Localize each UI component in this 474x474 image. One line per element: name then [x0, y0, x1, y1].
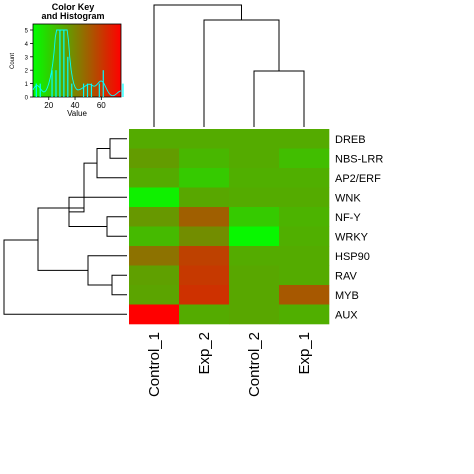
- color-key-xtick-label: 40: [71, 101, 80, 110]
- histogram-density: [32, 29, 122, 97]
- heatmap-cell: [179, 246, 230, 266]
- column-label: Control_1: [146, 332, 163, 397]
- dendrogram-branch: [106, 216, 127, 237]
- dendrogram-branch: [109, 138, 127, 159]
- heatmap-cell: [179, 226, 230, 247]
- row-label: AUX: [335, 309, 358, 321]
- color-key-xlabel: Value: [67, 109, 87, 118]
- heatmap-cell: [179, 168, 230, 188]
- heatmap-cell: [179, 148, 230, 169]
- color-key-gradient: [32, 23, 122, 98]
- row-label: AP2/ERF: [335, 173, 381, 185]
- color-key-ytick-label: 5: [25, 29, 29, 35]
- dendrogram-branch: [111, 274, 127, 296]
- heatmap-cell: [179, 187, 230, 208]
- row-label: NF-Y: [335, 212, 361, 224]
- column-label: Exp_2: [196, 332, 213, 375]
- row-label: WNK: [335, 192, 361, 204]
- heatmap-cell: [129, 168, 180, 188]
- dendrogram-branch: [153, 4, 242, 127]
- dendrogram-branch: [96, 148, 127, 179]
- heatmap-cell: [229, 304, 280, 325]
- color-key-ylabel: Count: [10, 53, 16, 69]
- heatmap-cell: [129, 285, 180, 305]
- color-key-ytick-label: 1: [25, 82, 29, 88]
- row-label: NBS-LRR: [335, 153, 383, 165]
- dendrogram-branch: [203, 19, 280, 127]
- heatmap-cell: [129, 246, 180, 266]
- heatmap-cell: [129, 226, 180, 247]
- color-key: Color Key and Histogram 20 40 60 0 1 2 3 4 5 Va…: [10, 2, 124, 118]
- heatmap-cell: [179, 304, 230, 325]
- heatmap-cells: [129, 129, 330, 325]
- heatmap-cell: [279, 129, 330, 149]
- heatmap-cell: [229, 246, 280, 266]
- color-key-ytick-label: 2: [25, 69, 29, 75]
- color-key-ytick-label: 3: [25, 55, 29, 61]
- heatmap-cell: [279, 265, 330, 286]
- heatmap-cell: [129, 265, 180, 286]
- heatmap-cell: [279, 207, 330, 227]
- heatmap-cell: [129, 304, 180, 325]
- heatmap-cell: [279, 304, 330, 325]
- row-label: HSP90: [335, 251, 370, 263]
- color-key-title-line2: and Histogram: [41, 11, 104, 21]
- heatmap-cell: [129, 187, 180, 208]
- heatmap-cell: [279, 285, 330, 305]
- color-key-histogram: [32, 29, 124, 97]
- heatmap-cell: [229, 148, 280, 169]
- heatmap-cell: [229, 226, 280, 247]
- row-label: DREB: [335, 134, 366, 146]
- heatmap-cell: [229, 187, 280, 208]
- row-label: MYB: [335, 290, 359, 302]
- heatmap-cell: [179, 265, 230, 286]
- row-dendrogram: [3, 138, 127, 315]
- column-label: Control_2: [246, 332, 263, 397]
- dendrogram-branch: [69, 162, 97, 213]
- heatmap-cell: [179, 129, 230, 149]
- heatmap-cell: [279, 148, 330, 169]
- heatmap-cell: [279, 187, 330, 208]
- heatmap-cell: [279, 226, 330, 247]
- dendrogram-branch: [37, 207, 88, 271]
- color-key-ytick-label: 4: [25, 42, 29, 48]
- heatmap-cell: [229, 265, 280, 286]
- dendrogram-branch: [87, 255, 127, 286]
- color-key-xtick-label: 20: [44, 101, 53, 110]
- heatmap-cell: [279, 168, 330, 188]
- heatmap-cell: [229, 129, 280, 149]
- column-label: Exp_1: [296, 332, 313, 375]
- heatmap-cell: [229, 168, 280, 188]
- color-key-title-line1: Color Key: [52, 2, 95, 12]
- color-key-ytick-label: 0: [25, 96, 29, 102]
- column-dendrogram: [153, 4, 305, 127]
- row-label: RAV: [335, 270, 357, 282]
- dendrogram-branch: [3, 239, 127, 315]
- dendrogram-branch: [253, 70, 305, 127]
- row-label: WRKY: [335, 231, 369, 243]
- heatmap-cell: [129, 129, 180, 149]
- heatmap-cell: [229, 207, 280, 227]
- heatmap-cell: [129, 207, 180, 227]
- column-labels: Control_1 Exp_2 Control_2 Exp_1: [146, 332, 313, 397]
- color-key-xtick-label: 60: [97, 101, 106, 110]
- heatmap-cell: [279, 246, 330, 266]
- heatmap-cell: [179, 207, 230, 227]
- heatmap-cell: [179, 285, 230, 305]
- heatmap-cell: [229, 285, 280, 305]
- heatmap-cell: [129, 148, 180, 169]
- row-labels: DREB NBS-LRR AP2/ERF WNK NF-Y WRKY HSP90 RAV MYB…: [335, 134, 383, 322]
